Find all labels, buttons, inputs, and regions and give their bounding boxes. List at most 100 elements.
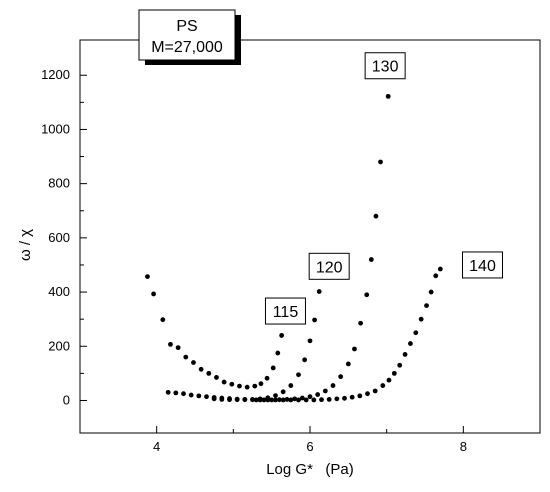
series-label-140: 140 bbox=[462, 251, 503, 279]
data-point bbox=[214, 375, 219, 380]
data-point bbox=[391, 370, 397, 376]
data-point bbox=[424, 303, 429, 309]
data-point bbox=[307, 394, 313, 400]
data-point bbox=[386, 377, 392, 383]
data-point bbox=[303, 397, 309, 403]
data-point bbox=[288, 383, 294, 388]
data-point bbox=[368, 257, 374, 262]
data-point bbox=[188, 392, 194, 398]
data-point bbox=[242, 396, 248, 402]
series-label-text: 130 bbox=[372, 59, 399, 76]
series-label-120: 120 bbox=[308, 252, 350, 280]
data-point bbox=[196, 393, 202, 399]
data-point bbox=[145, 274, 150, 280]
data-point bbox=[265, 397, 271, 403]
y-tick-label: 200 bbox=[48, 338, 70, 353]
data-point bbox=[168, 341, 173, 347]
data-point bbox=[364, 292, 370, 298]
data-point bbox=[264, 375, 270, 381]
x-axis-title: Log G* (Pa) bbox=[266, 461, 354, 478]
data-point bbox=[250, 397, 255, 403]
data-point bbox=[206, 370, 212, 376]
y-tick-label: 1200 bbox=[41, 67, 70, 82]
data-point bbox=[319, 397, 324, 403]
data-point bbox=[433, 273, 439, 279]
y-tick-label: 800 bbox=[48, 176, 70, 191]
title-box-line2: M=27,000 bbox=[151, 39, 223, 56]
series-label-115: 115 bbox=[264, 297, 306, 325]
data-point bbox=[151, 291, 157, 297]
data-point bbox=[273, 397, 278, 403]
series-label-130: 130 bbox=[364, 52, 406, 80]
data-point bbox=[365, 391, 370, 397]
data-point bbox=[276, 397, 282, 403]
data-point bbox=[234, 396, 240, 402]
data-point bbox=[302, 357, 308, 363]
data-point bbox=[252, 383, 258, 389]
series-label-box bbox=[364, 52, 406, 80]
data-point bbox=[211, 395, 217, 400]
data-point bbox=[269, 397, 275, 403]
data-point bbox=[428, 289, 434, 295]
data-point bbox=[258, 381, 264, 387]
series-label-text: 140 bbox=[469, 258, 496, 275]
data-point bbox=[299, 395, 305, 401]
data-point bbox=[397, 362, 403, 368]
data-point bbox=[352, 346, 357, 352]
data-point bbox=[358, 320, 363, 326]
data-point bbox=[261, 397, 267, 403]
data-point bbox=[198, 366, 204, 372]
title-box: PS M=27,000 bbox=[138, 9, 241, 65]
data-point bbox=[181, 391, 186, 397]
data-point bbox=[345, 361, 351, 367]
x-tick-label: 4 bbox=[153, 439, 160, 454]
data-point bbox=[322, 388, 328, 394]
data-point bbox=[326, 396, 332, 402]
data-point bbox=[270, 365, 276, 371]
data-point bbox=[378, 159, 383, 165]
data-point bbox=[173, 390, 179, 396]
y-tick-label: 600 bbox=[48, 230, 70, 245]
data-point bbox=[257, 397, 263, 403]
y-axis: 0 200 400 600 800 1000 1200 bbox=[41, 67, 87, 407]
data-point bbox=[237, 383, 242, 389]
title-box-line1: PS bbox=[176, 18, 197, 35]
data-point bbox=[373, 213, 379, 219]
data-point bbox=[165, 389, 171, 395]
data-point bbox=[418, 316, 424, 322]
data-point bbox=[244, 384, 250, 390]
data-point bbox=[284, 396, 290, 402]
data-point bbox=[273, 393, 278, 398]
data-point bbox=[342, 395, 347, 401]
data-point bbox=[280, 397, 286, 403]
data-point bbox=[307, 338, 313, 344]
data-point bbox=[312, 317, 317, 323]
y-tick-label: 400 bbox=[48, 284, 70, 299]
data-points bbox=[145, 93, 443, 403]
title-box-frame bbox=[138, 9, 236, 61]
data-point bbox=[221, 379, 227, 385]
data-point bbox=[175, 345, 181, 351]
data-point bbox=[338, 374, 344, 380]
data-point bbox=[316, 289, 322, 294]
x-tick-label: 8 bbox=[460, 439, 467, 454]
data-point bbox=[288, 397, 294, 403]
data-point bbox=[380, 383, 386, 388]
data-point bbox=[204, 394, 209, 400]
data-point bbox=[275, 350, 281, 356]
plot-frame bbox=[79, 39, 541, 434]
data-point bbox=[408, 341, 413, 346]
data-point bbox=[311, 397, 317, 403]
series-label-text: 120 bbox=[316, 259, 343, 276]
data-point bbox=[413, 330, 419, 336]
data-point bbox=[279, 333, 285, 338]
data-point bbox=[437, 266, 443, 272]
series-130 bbox=[253, 93, 391, 403]
data-point bbox=[227, 396, 232, 401]
series-label-box bbox=[462, 251, 503, 279]
series-label-box bbox=[308, 252, 350, 280]
y-axis-title: ω / χ bbox=[17, 229, 34, 261]
data-point bbox=[296, 397, 301, 403]
x-axis: 4 6 8 bbox=[79, 426, 541, 454]
